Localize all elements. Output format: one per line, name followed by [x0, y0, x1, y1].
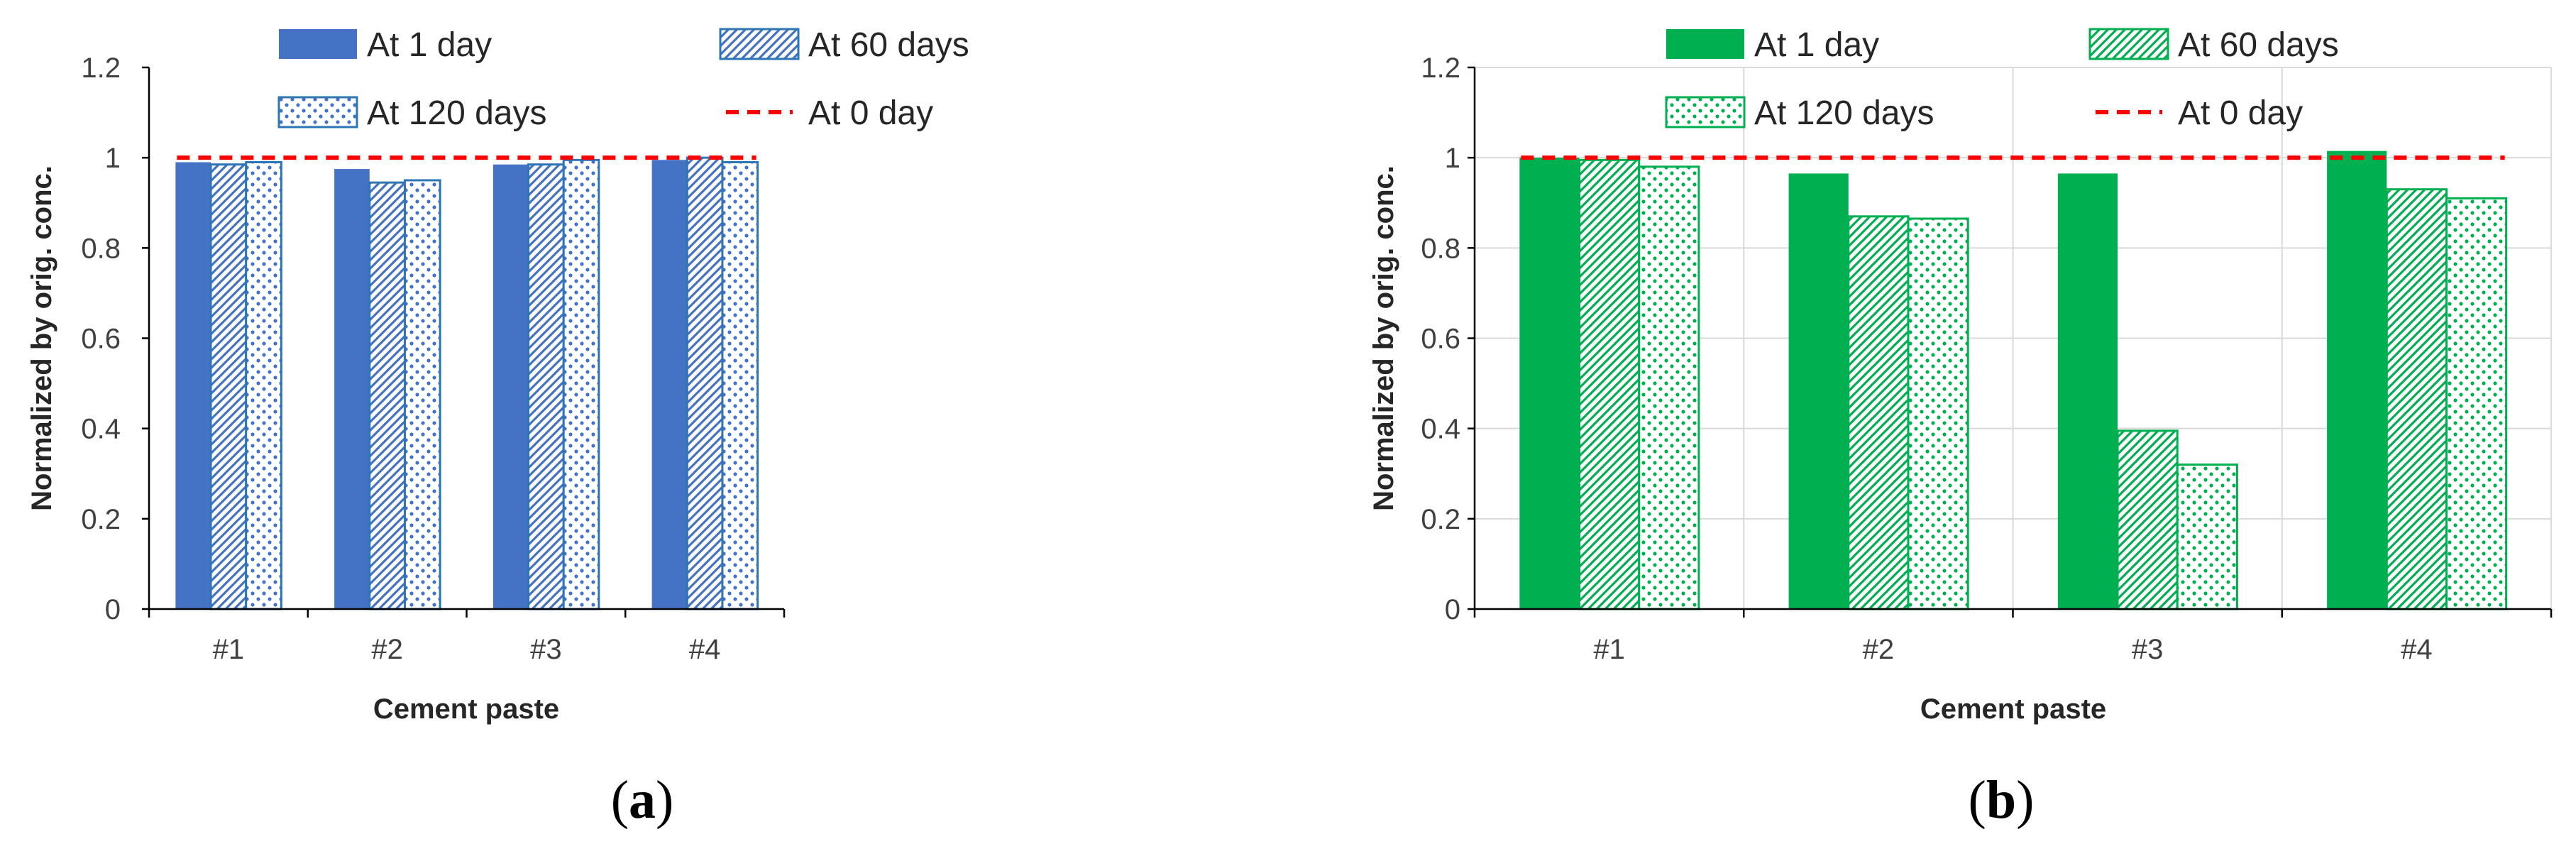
- chart-a-bar-dots-3: [562, 158, 600, 610]
- chart-b-legend-label-line: At 0 day: [2178, 94, 2303, 132]
- chart-b-legend-swatch-solid: [1666, 29, 1744, 59]
- chart-a-y-tick-label: 0.4: [81, 414, 121, 445]
- chart-a-bar-solid-1: [175, 162, 211, 609]
- chart-a-bar-solid-4: [651, 160, 688, 610]
- chart-b-y-tick-label: 0: [1445, 594, 1460, 625]
- chart-a-legend-label-hatch: At 60 days: [808, 26, 969, 64]
- chart-b-bar-dots-1: [1638, 165, 1700, 610]
- chart-b-bar-dots-3: [2176, 464, 2238, 610]
- chart-a-x-tick-label: #1: [213, 634, 245, 665]
- chart-b-y-tick-label: 0.2: [1421, 504, 1460, 535]
- chart-a-y-tick-label: 0.8: [81, 233, 121, 264]
- chart-a-y-tick-label: 1.2: [81, 53, 121, 84]
- chart-b-bar-solid-3: [2057, 173, 2118, 609]
- chart-a-legend-label-solid: At 1 day: [367, 26, 492, 64]
- chart-b-legend-label-dots: At 120 days: [1754, 94, 1934, 132]
- chart-a-bar-hatch-2: [368, 181, 406, 610]
- chart-b-legend-label-solid: At 1 day: [1754, 26, 1879, 64]
- chart-a-legend-label-line: At 0 day: [808, 94, 933, 132]
- chart-b-bar-hatch-1: [1578, 158, 1641, 610]
- chart-b-bar-dots-4: [2445, 197, 2508, 610]
- chart-a-legend-swatch-dots: [277, 96, 358, 128]
- chart-b-caption: (b): [1969, 770, 2035, 830]
- chart-a-bar-solid-3: [492, 164, 529, 609]
- chart-a-y-tick-label: 0.2: [81, 504, 121, 535]
- chart-a-x-axis-title: Cement paste: [373, 694, 559, 725]
- chart-a-y-tick-label: 0: [105, 594, 121, 625]
- chart-b-x-axis-title: Cement paste: [1920, 694, 2106, 725]
- chart-a-bar-hatch-1: [209, 163, 248, 610]
- chart-b-x-tick-label: #3: [2132, 634, 2164, 665]
- chart-a-legend-swatch-hatch: [719, 28, 800, 60]
- chart-a-bar-hatch-3: [527, 163, 565, 610]
- chart-b-y-axis-title: Normalized by orig. conc.: [1368, 165, 1399, 511]
- chart-b-bar-hatch-4: [2385, 188, 2448, 610]
- chart-b-x-tick-label: #1: [1593, 634, 1625, 665]
- chart-a-bar-dots-4: [721, 161, 759, 610]
- chart-b-y-tick-label: 0.6: [1421, 324, 1460, 355]
- chart-a-y-tick-label: 1: [105, 143, 121, 174]
- chart-b-bar-dots-2: [1907, 217, 1969, 610]
- chart-b-bar-solid-4: [2327, 150, 2387, 610]
- chart-b-legend-label-hatch: At 60 days: [2178, 26, 2339, 64]
- chart-b-legend-swatch-hatch: [2088, 28, 2169, 60]
- chart-b-y-tick-label: 0.4: [1421, 414, 1460, 445]
- chart-a-x-tick-label: #2: [371, 634, 403, 665]
- chart-a: 0 0.2 0.4 0.6 0.8 1 1.2 #1 #2 #3 #4 Cement paste Nor…: [26, 26, 969, 830]
- chart-a-caption: (a): [611, 770, 674, 830]
- chart-a-bar-dots-1: [245, 161, 282, 610]
- chart-a-bar-hatch-4: [686, 156, 724, 610]
- chart-a-x-tick-label: #3: [530, 634, 562, 665]
- chart-b-legend-swatch-dots: [1665, 96, 1746, 128]
- chart-a-legend-swatch-solid: [279, 29, 357, 59]
- chart-a-bar-solid-2: [334, 169, 370, 609]
- chart-b-bar-solid-2: [1788, 173, 1849, 609]
- chart-b-bar-hatch-2: [1847, 215, 1910, 610]
- chart-b-y-tick-label: 1.2: [1421, 53, 1460, 84]
- chart-b-y-tick-label: 0.8: [1421, 233, 1460, 264]
- chart-b-x-tick-label: #4: [2401, 634, 2433, 665]
- chart-b: 0 0.2 0.4 0.6 0.8 1 1.2 #1 #2 #3 #4 Cement paste Nor…: [1368, 26, 2553, 830]
- chart-a-bar-dots-2: [403, 179, 441, 610]
- chart-b-x-tick-label: #2: [1863, 634, 1895, 665]
- chart-b-bar-hatch-3: [2116, 429, 2179, 610]
- chart-b-y-tick-label: 1: [1445, 143, 1460, 174]
- chart-a-y-tick-label: 0.6: [81, 324, 121, 355]
- chart-b-bar-solid-1: [1519, 158, 1580, 609]
- chart-a-legend-label-dots: At 120 days: [367, 94, 547, 132]
- chart-a-x-tick-label: #4: [689, 634, 721, 665]
- chart-a-y-axis-title: Normalized by orig. conc.: [26, 165, 57, 511]
